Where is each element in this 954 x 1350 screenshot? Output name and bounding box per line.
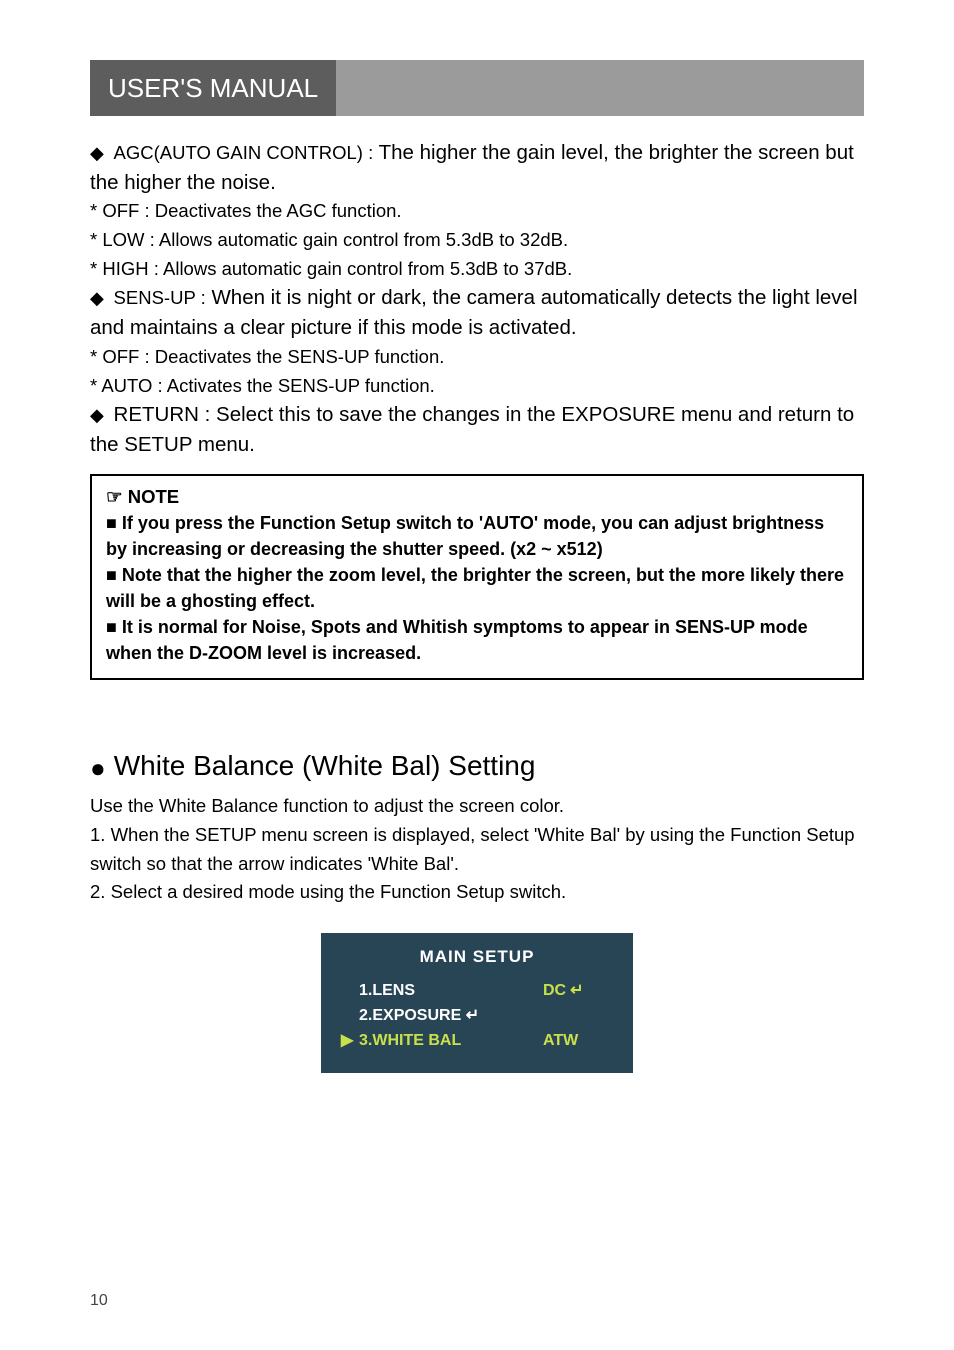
note-line-1: ■ If you press the Function Setup switch… (106, 510, 848, 562)
enter-icon: ↵ (570, 979, 583, 1004)
wb-heading-text: White Balance (White Bal) Setting (114, 750, 536, 781)
osd-row-exposure[interactable]: 2.EXPOSURE ↵ (341, 1004, 613, 1029)
note-heading: ☞ NOTE (106, 486, 848, 508)
agc-off: * OFF : Deactivates the AGC function. (90, 197, 864, 226)
disc-icon: ● (90, 753, 106, 783)
osd-row-value-text: ATW (543, 1029, 578, 1054)
sensup-body: When it is night or dark, the camera aut… (90, 286, 858, 339)
sensup-off: * OFF : Deactivates the SENS-UP function… (90, 343, 864, 372)
wb-body: Use the White Balance function to adjust… (90, 792, 864, 907)
agc-heading: ◆ AGC(AUTO GAIN CONTROL) : The higher th… (90, 138, 864, 197)
return-text: RETURN : Select this to save the changes… (90, 403, 854, 456)
osd-row-value: DC ↵ (543, 979, 613, 1004)
wb-step1: 1. When the SETUP menu screen is display… (90, 821, 864, 878)
sensup-auto: * AUTO : Activates the SENS-UP function. (90, 372, 864, 401)
content-body: ◆ AGC(AUTO GAIN CONTROL) : The higher th… (90, 138, 864, 460)
sensup-heading: ◆ SENS-UP : When it is night or dark, th… (90, 283, 864, 342)
osd-row-value-text: DC (543, 979, 566, 1004)
osd-row-label: 1.LENS (359, 979, 543, 1004)
header-bar: USER'S MANUAL (90, 60, 864, 116)
osd-row-label: 2.EXPOSURE ↵ (359, 1004, 543, 1029)
osd-row-whitebal[interactable]: ▶ 3.WHITE BAL ATW (341, 1029, 613, 1054)
osd-screen: MAIN SETUP 1.LENS DC ↵ 2.EXPOSURE ↵ ▶ 3.… (321, 933, 633, 1073)
osd-row-value: ATW (543, 1029, 613, 1054)
osd-title: MAIN SETUP (341, 947, 613, 967)
note-box: ☞ NOTE ■ If you press the Function Setup… (90, 474, 864, 681)
osd-row-label-text: 2.EXPOSURE (359, 1004, 461, 1029)
agc-lead: AGC(AUTO GAIN CONTROL) : (114, 142, 374, 163)
agc-high: * HIGH : Allows automatic gain control f… (90, 255, 864, 284)
diamond-icon: ◆ (90, 143, 104, 163)
wb-step2: 2. Select a desired mode using the Funct… (90, 878, 864, 907)
diamond-icon: ◆ (90, 405, 104, 425)
osd-row-arrow: ▶ (341, 1029, 359, 1054)
agc-low: * LOW : Allows automatic gain control fr… (90, 226, 864, 255)
note-line-3: ■ It is normal for Noise, Spots and Whit… (106, 614, 848, 666)
wb-intro: Use the White Balance function to adjust… (90, 792, 864, 821)
osd-row-lens[interactable]: 1.LENS DC ↵ (341, 979, 613, 1004)
wb-section-title: ● White Balance (White Bal) Setting (90, 750, 864, 784)
return-line: ◆ RETURN : Select this to save the chang… (90, 400, 864, 459)
osd-row-label: 3.WHITE BAL (359, 1029, 543, 1054)
sensup-lead: SENS-UP : (114, 287, 206, 308)
page-number: 10 (90, 1292, 108, 1310)
note-line-2: ■ Note that the higher the zoom level, t… (106, 562, 848, 614)
enter-icon: ↵ (461, 1004, 479, 1029)
header-title: USER'S MANUAL (90, 60, 336, 116)
diamond-icon: ◆ (90, 288, 104, 308)
